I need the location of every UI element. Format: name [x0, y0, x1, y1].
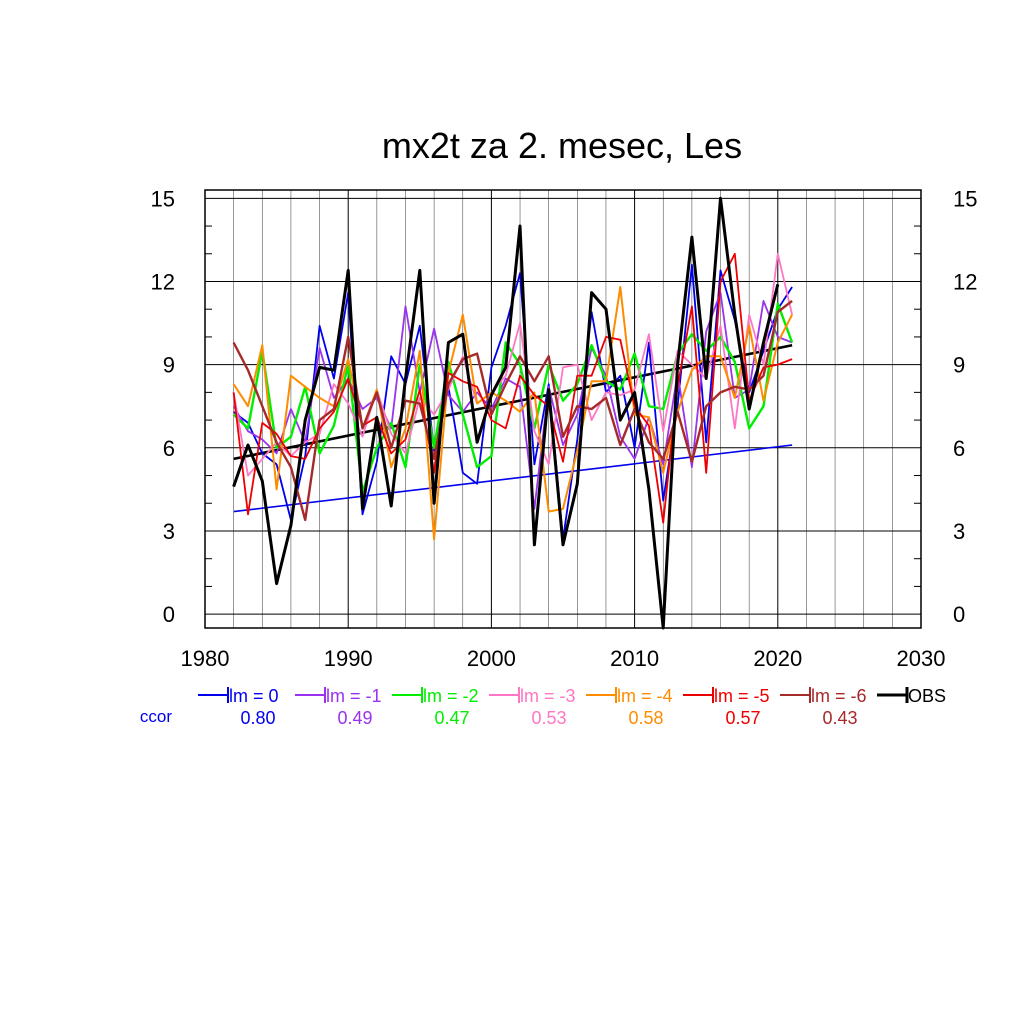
ccor-value: 0.80 [240, 708, 275, 728]
legend-label: lm = -5 [714, 686, 770, 706]
y-tick-label-left: 9 [163, 353, 175, 378]
ccor-value: 0.47 [434, 708, 469, 728]
x-tick-label: 2020 [753, 646, 802, 671]
trend-line [233, 444, 793, 513]
series-line-4 [232, 286, 793, 541]
series-lines [232, 196, 794, 630]
axis-ticks: 0 0 3 3 6 6 9 9 12 12 15 15 1980 1990 2000 2010 2020 2030 [151, 186, 978, 671]
x-tick-label: 2030 [897, 646, 946, 671]
series-line-6 [232, 299, 793, 522]
ccor-value: 0.58 [628, 708, 663, 728]
legend-label: lm = -3 [520, 686, 576, 706]
y-tick-label-right: 12 [953, 269, 977, 294]
legend-label: lm = -2 [423, 686, 479, 706]
grid [205, 190, 921, 628]
x-tick-label: 1990 [324, 646, 373, 671]
x-tick-label: 1980 [181, 646, 230, 671]
legend-label: lm = -1 [326, 686, 382, 706]
y-tick-label-right: 15 [953, 186, 977, 211]
y-tick-label-left: 12 [151, 269, 175, 294]
y-tick-label-left: 6 [163, 436, 175, 461]
ccor-value: 0.49 [337, 708, 372, 728]
chart-title: mx2t za 2. mesec, Les [382, 125, 742, 166]
y-tick-label-right: 9 [953, 353, 965, 378]
y-tick-label-left: 15 [151, 186, 175, 211]
series-line-3 [232, 252, 793, 477]
series-line-7 [232, 196, 780, 630]
y-tick-label-right: 0 [953, 602, 965, 627]
ccor-value: 0.43 [822, 708, 857, 728]
y-tick-label-right: 6 [953, 436, 965, 461]
x-tick-label: 2000 [467, 646, 516, 671]
ccor-label: ccor [140, 707, 172, 726]
plot-frame [204, 189, 922, 629]
legend-label: OBS [908, 686, 946, 706]
series-line-2 [232, 302, 794, 494]
y-tick-label-left: 3 [163, 519, 175, 544]
legend-label: lm = -4 [617, 686, 673, 706]
legend-label: lm = -6 [811, 686, 867, 706]
legend-label: lm = 0 [229, 686, 279, 706]
ccor-value: 0.57 [725, 708, 760, 728]
y-tick-label-left: 0 [163, 602, 175, 627]
y-tick-label-right: 3 [953, 519, 965, 544]
series-line-5 [232, 252, 793, 524]
x-tick-label: 2010 [610, 646, 659, 671]
ccor-value: 0.53 [531, 708, 566, 728]
